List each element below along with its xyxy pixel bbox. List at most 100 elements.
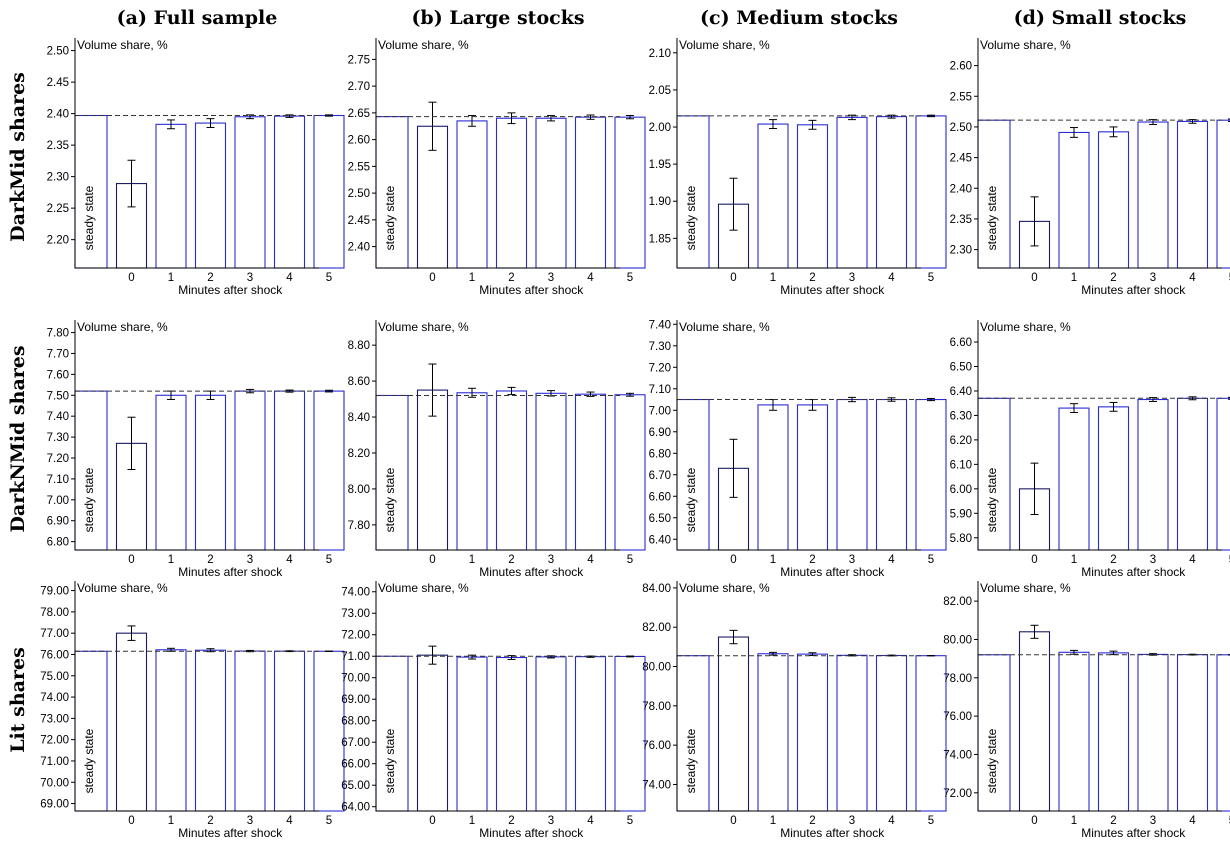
bar-minute-2: [194, 649, 227, 812]
y-tick-label: 2.20: [47, 235, 69, 247]
row-title-lit: Lit shares: [7, 647, 29, 753]
x-tick-label: 1: [1071, 815, 1077, 827]
x-tick-label: 3: [548, 272, 554, 284]
bar-minute-3: [1137, 398, 1169, 551]
x-tick-label: 5: [627, 272, 633, 284]
x-tick-label: 3: [247, 554, 253, 566]
bar-minute-2: [796, 124, 829, 269]
y-axis-label: Volume share, %: [77, 581, 168, 595]
x-tick-label: 0: [128, 815, 134, 827]
y-tick-label: 74.00: [642, 779, 671, 791]
bar-minute-5: [313, 114, 345, 269]
y-tick-label: 2.00: [649, 122, 671, 134]
y-tick-label: 6.70: [649, 470, 671, 482]
y-tick-label: 2.05: [649, 85, 671, 97]
y-axis-label: Volume share, %: [679, 320, 770, 334]
y-axis-label: Volume share, %: [679, 581, 770, 595]
steady-state-label: steady state: [82, 185, 96, 250]
steady-state-label: steady state: [383, 467, 397, 532]
y-tick-label: 7.00: [649, 405, 671, 417]
x-tick-label: 2: [508, 554, 514, 566]
chart-panel-1-0: 0 1 2 3 4 5 6.80 6.90 7.00 7.10 7.20 7.30 7.40 7.50 7.…: [47, 320, 345, 579]
y-tick-label: 7.70: [47, 348, 69, 360]
bar-minute-3: [535, 117, 567, 269]
y-tick-label: 8.20: [348, 448, 370, 460]
bar-minute-1: [456, 392, 488, 551]
bar-minute-1: [155, 394, 187, 551]
bar-minute-1: [1058, 651, 1090, 812]
y-tick-label: 2.55: [348, 161, 370, 173]
bar-minute-3: [1137, 653, 1169, 812]
x-tick-label: 0: [128, 272, 134, 284]
y-axis-label: Volume share, %: [77, 38, 168, 52]
steady-state-label: steady state: [684, 467, 698, 532]
bar-minute-3: [836, 116, 868, 269]
bar-minute-4: [574, 656, 607, 812]
y-tick-label: 5.80: [950, 533, 972, 545]
y-tick-label: 72.00: [943, 788, 972, 800]
y-axis-label: Volume share, %: [980, 38, 1071, 52]
bar-minute-1: [155, 123, 187, 269]
y-tick-label: 8.60: [348, 376, 370, 388]
column-title-a: (a) Full sample: [117, 7, 278, 29]
steady-state-label: steady state: [684, 728, 698, 793]
y-tick-label: 76.00: [642, 740, 671, 752]
bar-minute-4: [574, 393, 607, 551]
chart-panel-2-3: 0 1 2 3 4 5 72.00 74.00 76.00 78.00 80.00 82.00 Volu…: [943, 581, 1230, 840]
y-tick-label: 70.00: [40, 777, 69, 789]
x-tick-label: 1: [1071, 272, 1077, 284]
y-tick-label: 70.00: [341, 673, 370, 685]
bar-minute-2: [495, 656, 528, 812]
x-tick-label: 1: [469, 272, 475, 284]
bar-minute-5: [915, 115, 947, 269]
x-tick-label: 1: [469, 554, 475, 566]
y-tick-label: 2.45: [47, 77, 69, 89]
x-axis-label: Minutes after shock: [1081, 826, 1186, 840]
x-tick-label: 0: [730, 272, 736, 284]
y-tick-label: 7.20: [47, 453, 69, 465]
bar-minute-3: [836, 398, 868, 551]
steady-state-label: steady state: [82, 728, 96, 793]
bar-minute-1: [757, 404, 789, 551]
y-tick-label: 7.50: [47, 390, 69, 402]
x-tick-label: 5: [326, 815, 332, 827]
steady-state-label: steady state: [383, 728, 397, 793]
x-tick-label: 4: [286, 272, 293, 284]
column-title-c: (c) Medium stocks: [700, 7, 898, 29]
y-tick-label: 78.00: [40, 607, 69, 619]
y-tick-label: 2.45: [950, 153, 972, 165]
y-tick-label: 71.00: [40, 756, 69, 768]
x-tick-label: 3: [548, 815, 554, 827]
steady-state-label: steady state: [82, 467, 96, 532]
y-tick-label: 7.10: [649, 384, 671, 396]
bar-minute-4: [1176, 397, 1209, 551]
y-tick-label: 77.00: [40, 628, 69, 640]
y-tick-label: 72.00: [40, 735, 69, 747]
bar-minute-3: [1137, 121, 1169, 269]
y-tick-label: 75.00: [40, 671, 69, 683]
x-tick-label: 0: [429, 272, 435, 284]
y-tick-label: 7.60: [47, 369, 69, 381]
bar-minute-3: [234, 390, 266, 551]
y-tick-label: 80.00: [943, 634, 972, 646]
x-tick-label: 1: [168, 272, 174, 284]
y-tick-label: 2.40: [47, 109, 69, 121]
x-tick-label: 3: [247, 815, 253, 827]
y-tick-label: 2.30: [47, 172, 69, 184]
y-tick-label: 74.00: [341, 587, 370, 599]
y-tick-label: 2.40: [950, 183, 972, 195]
y-tick-label: 6.50: [950, 361, 972, 373]
bar-minute-1: [155, 649, 187, 812]
x-tick-label: 1: [168, 554, 174, 566]
x-tick-label: 2: [508, 815, 514, 827]
y-tick-label: 80.00: [642, 662, 671, 674]
bar-minute-3: [535, 656, 567, 812]
x-tick-label: 0: [1031, 815, 1037, 827]
x-axis-label: Minutes after shock: [1081, 283, 1186, 297]
x-tick-label: 1: [1071, 554, 1077, 566]
panels-group: 0 1 2 3 4 5 2.20 2.25 2.30 2.35 2.40 2.45 2.50 Volume…: [40, 38, 1230, 840]
y-tick-label: 7.30: [649, 341, 671, 353]
y-tick-label: 2.55: [950, 91, 972, 103]
bar-minute-1: [1058, 407, 1090, 551]
